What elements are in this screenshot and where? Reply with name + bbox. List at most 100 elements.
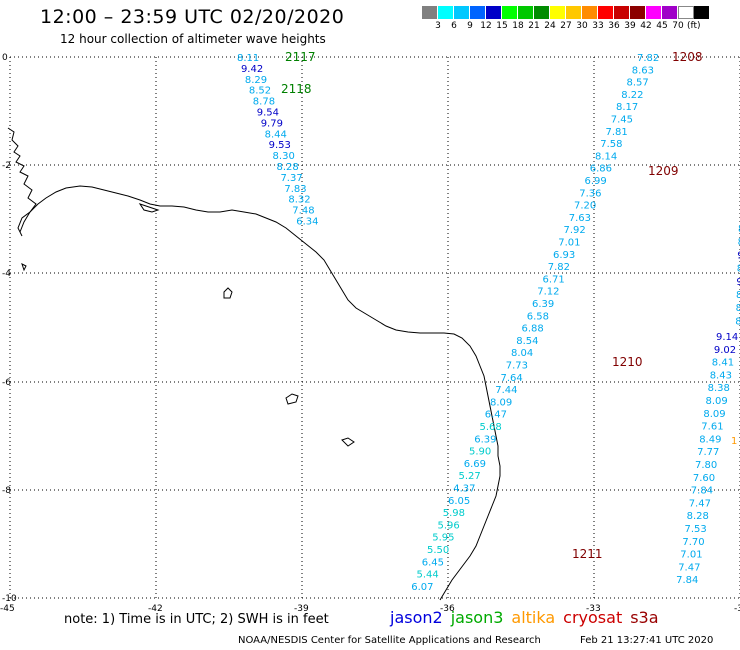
legend-swatch xyxy=(582,6,598,19)
wave-height-value: 1 xyxy=(731,436,737,447)
pass-label: 1208 xyxy=(672,50,703,64)
wave-height-value: 8.43 xyxy=(710,370,732,381)
wave-height-value: 7.82 xyxy=(637,53,659,64)
wave-height-value: 7.70 xyxy=(682,537,704,548)
legend-swatch xyxy=(678,6,694,19)
pass-label: 2117 xyxy=(285,50,316,64)
wave-height-value: 7.83 xyxy=(284,184,306,195)
wave-height-value: 6.34 xyxy=(296,217,318,228)
wave-height-value: 7.47 xyxy=(689,498,711,509)
legend-swatch xyxy=(438,6,454,19)
wave-height-value: 5.27 xyxy=(459,471,481,482)
satellite-label: jason3 xyxy=(450,608,504,627)
wave-height-value: 7.01 xyxy=(680,550,702,561)
satellite-label: jason2 xyxy=(390,608,443,627)
wave-height-value: 7.81 xyxy=(606,127,628,138)
legend-label: 3 xyxy=(435,21,441,31)
wave-height-value: 7.80 xyxy=(695,460,717,471)
legend-swatch xyxy=(518,6,534,19)
legend-label: 30 xyxy=(576,21,588,31)
island-path-d xyxy=(341,437,355,447)
wave-height-value: 7.20 xyxy=(574,201,596,212)
wave-height-value: 9.02 xyxy=(714,345,736,356)
wave-height-value: 8.49 xyxy=(699,434,721,445)
map-grid xyxy=(9,56,740,600)
legend-label: 21 xyxy=(528,21,540,31)
wave-height-value: 8.29 xyxy=(245,75,267,86)
wave-height-value: 6.39 xyxy=(532,299,554,310)
wave-height-value: 8.30 xyxy=(273,151,295,162)
latitude-label: -8 xyxy=(2,486,11,496)
wave-height-value: 8.8 xyxy=(736,290,740,301)
longitude-label: -42 xyxy=(148,604,163,614)
latitude-label: -6 xyxy=(2,378,11,388)
legend-swatch xyxy=(566,6,582,19)
wave-height-value: 7.36 xyxy=(579,188,601,199)
legend-label: 15 xyxy=(496,21,508,31)
wave-height-value: 8.09 xyxy=(490,397,512,408)
axis-labels: -45 -42 -39 -36 -33 -30 0 -2 -4 -6 -8 -10 xyxy=(0,53,740,614)
wave-height-value: 6.07 xyxy=(411,582,433,593)
legend-swatch xyxy=(534,6,550,19)
wave-height-value: 9.14 xyxy=(716,332,738,343)
satellite-legend: jason2 jason3 altika cryosat s3a xyxy=(390,608,667,627)
wave-height-value: 6.05 xyxy=(448,496,470,507)
wave-height-value: 8 xyxy=(738,224,740,235)
wave-height-value: 6.69 xyxy=(464,459,486,470)
wave-height-value: 8.63 xyxy=(632,65,654,76)
wave-height-value: 5.44 xyxy=(417,570,439,581)
wave-height-value: 8.52 xyxy=(249,86,271,97)
legend-label: 12 xyxy=(480,21,492,31)
wave-height-value: 7.12 xyxy=(537,287,559,298)
wave-height-value: 7.45 xyxy=(611,115,633,126)
legend-swatch xyxy=(646,6,662,19)
legend-label: 24 xyxy=(544,21,556,31)
wave-height-value: 8.78 xyxy=(253,97,275,108)
wave-height-value: 8.44 xyxy=(265,129,287,140)
wave-height-value: 5.98 xyxy=(443,508,465,519)
wave-height-value: 7.77 xyxy=(697,447,719,458)
wave-height-value: 6.39 xyxy=(474,434,496,445)
pass-labels: 2117 2118 1208 1209 1210 1211 xyxy=(281,50,703,561)
legend-swatch xyxy=(422,6,438,19)
legend-unit: (ft) xyxy=(687,21,701,31)
wave-height-value: 7.84 xyxy=(691,486,713,497)
wave-height-value: 7.53 xyxy=(685,524,707,535)
wave-height-value: 8.28 xyxy=(687,511,709,522)
longitude-label: -33 xyxy=(586,604,601,614)
latitude-label: -10 xyxy=(2,594,17,604)
generated-time: Feb 21 13:27:41 UTC 2020 xyxy=(580,635,714,646)
wave-height-value: 8.11 xyxy=(237,53,259,64)
latitude-label: -4 xyxy=(2,269,11,279)
map-title: 12:00 – 23:59 UTC 02/20/2020 xyxy=(40,6,345,28)
island-path-a xyxy=(138,203,160,213)
pass-label: 1209 xyxy=(648,164,679,178)
wave-height-value: 6.86 xyxy=(590,164,612,175)
wave-height-value: 9.79 xyxy=(261,118,283,129)
legend-label: 18 xyxy=(512,21,524,31)
wave-height-value: 8.14 xyxy=(595,151,617,162)
wave-height-value: 8.57 xyxy=(627,78,649,89)
island-path-c xyxy=(285,393,299,405)
wave-height-value: 8.38 xyxy=(708,383,730,394)
legend-label: 33 xyxy=(592,21,604,31)
wave-height-value: 8.22 xyxy=(621,90,643,101)
wave-height-value: 7.01 xyxy=(558,238,580,249)
footnote: note: 1) Time is in UTC; 2) SWH is in fe… xyxy=(64,612,329,627)
legend-swatch xyxy=(662,6,678,19)
wave-height-value: 8.17 xyxy=(616,102,638,113)
wave-height-value: 7.47 xyxy=(678,562,700,573)
legend-swatch xyxy=(630,6,646,19)
latitude-label: 0 xyxy=(2,53,8,63)
legend-swatch xyxy=(694,6,710,19)
wave-height-value: 7.82 xyxy=(548,262,570,273)
wave-height-value: 8.28 xyxy=(277,162,299,173)
legend-swatch xyxy=(486,6,502,19)
wave-height-value: 7.84 xyxy=(676,575,698,586)
legend-swatch xyxy=(502,6,518,19)
legend-swatch xyxy=(614,6,630,19)
legend-label: 70 xyxy=(672,21,684,31)
wave-height-value: 8.32 xyxy=(288,195,310,206)
satellite-label: altika xyxy=(511,608,556,627)
wave-height-value: 5.96 xyxy=(438,520,460,531)
